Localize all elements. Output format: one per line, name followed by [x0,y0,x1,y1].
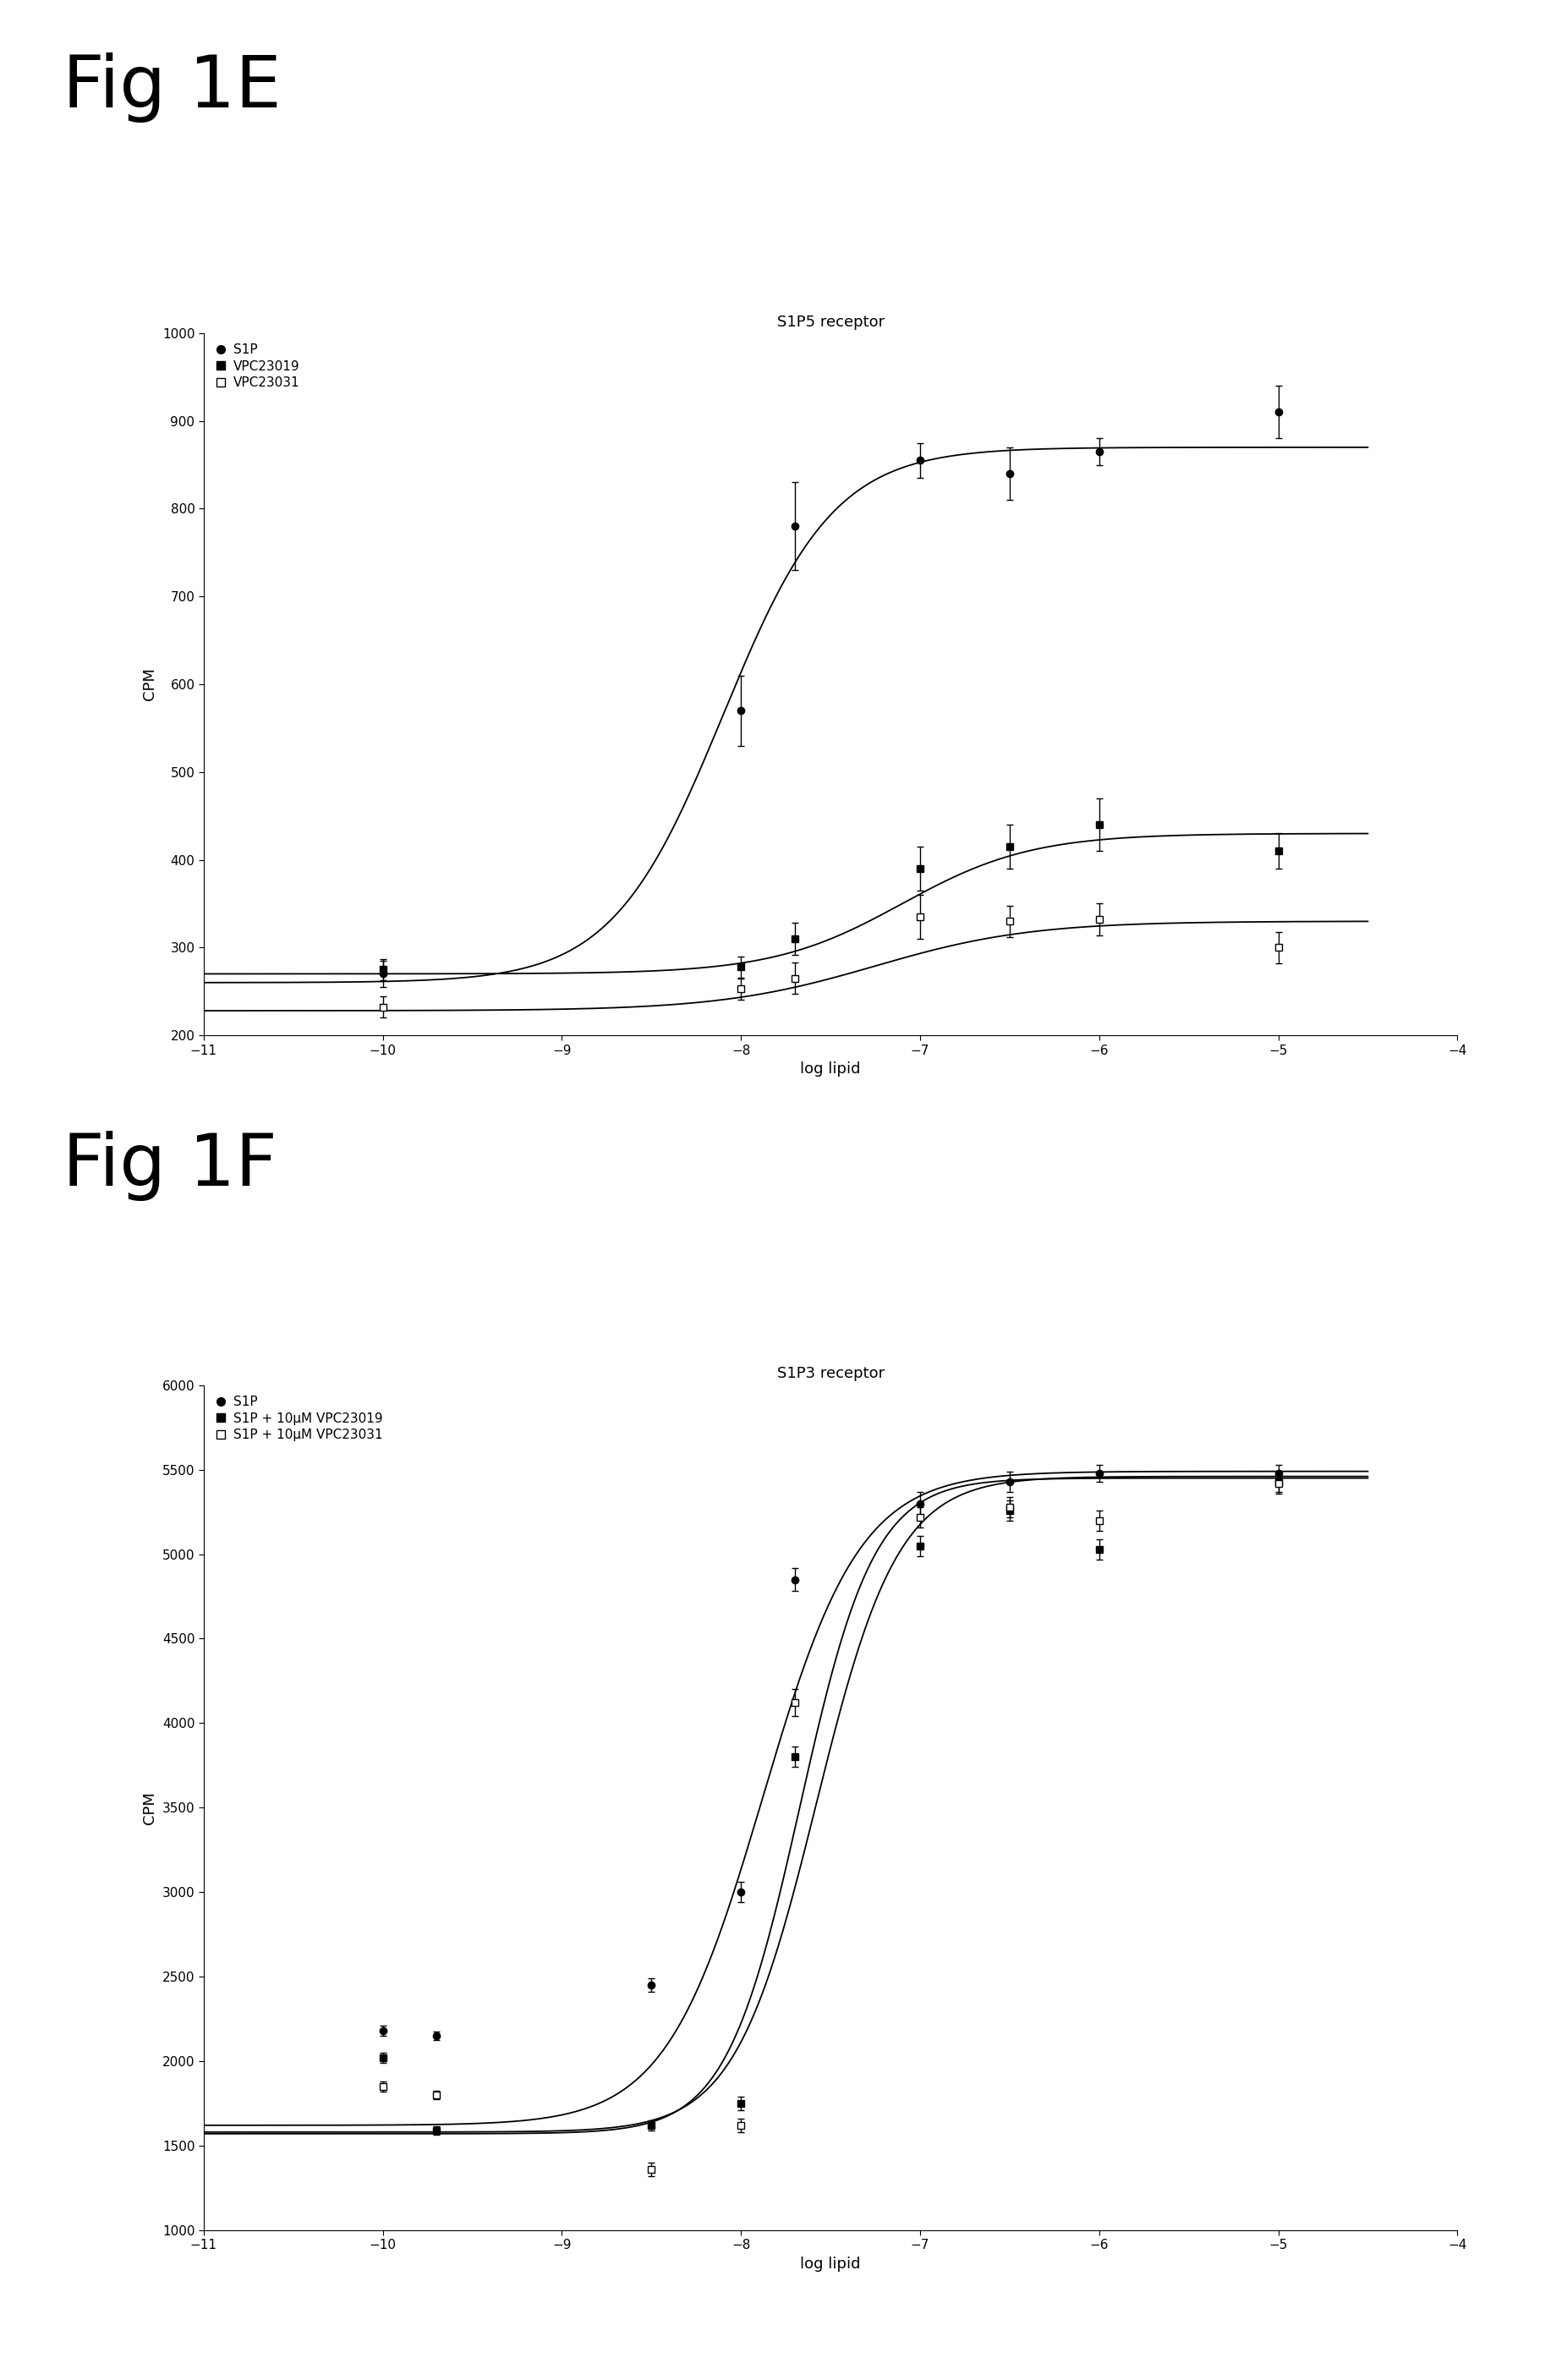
Legend: S1P, VPC23019, VPC23031: S1P, VPC23019, VPC23031 [210,340,304,393]
X-axis label: log lipid: log lipid [801,1061,860,1076]
Y-axis label: CPM: CPM [143,1792,158,1823]
Legend: S1P, S1P + 10μM VPC23019, S1P + 10μM VPC23031: S1P, S1P + 10μM VPC23019, S1P + 10μM VPC… [210,1392,387,1445]
X-axis label: log lipid: log lipid [801,2256,860,2271]
Text: Fig 1E: Fig 1E [63,52,282,121]
Text: Fig 1F: Fig 1F [63,1130,277,1200]
Title: S1P5 receptor: S1P5 receptor [777,314,884,328]
Y-axis label: CPM: CPM [143,669,158,700]
Title: S1P3 receptor: S1P3 receptor [777,1366,884,1380]
